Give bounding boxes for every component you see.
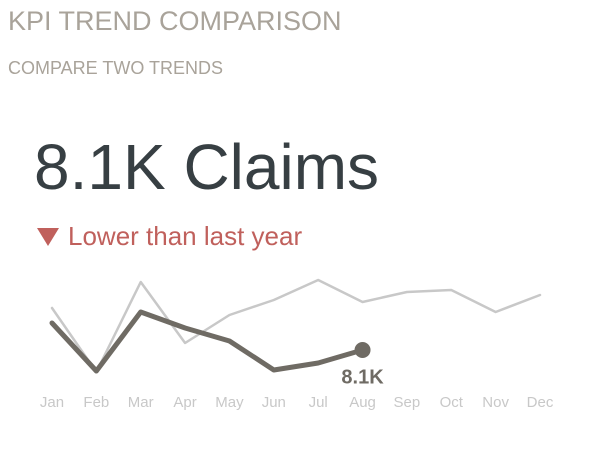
status-text: Lower than last year — [68, 221, 302, 251]
x-tick-label: Jul — [309, 394, 328, 411]
x-tick-label: Oct — [440, 394, 464, 411]
data-label: 8.1K — [341, 366, 384, 388]
title: KPI TREND COMPARISON — [8, 6, 342, 36]
x-tick-label: Dec — [527, 394, 554, 411]
kpi-value: 8.1K Claims — [34, 131, 379, 203]
x-tick-label: Aug — [349, 394, 376, 411]
x-tick-label: Nov — [482, 394, 509, 411]
x-tick-label: Jun — [262, 394, 286, 411]
x-tick-label: Apr — [173, 394, 196, 411]
trend-line — [49, 309, 366, 374]
subtitle: COMPARE TWO TRENDS — [8, 58, 223, 78]
down-arrow — [37, 228, 59, 246]
x-tick-label: Feb — [83, 394, 109, 411]
trend-line — [50, 278, 542, 374]
x-tick-label: Sep — [394, 394, 421, 411]
x-tick-label: Mar — [128, 394, 154, 411]
x-tick-label: May — [215, 394, 244, 411]
end-point — [354, 342, 371, 358]
x-tick-label: Jan — [40, 394, 64, 411]
